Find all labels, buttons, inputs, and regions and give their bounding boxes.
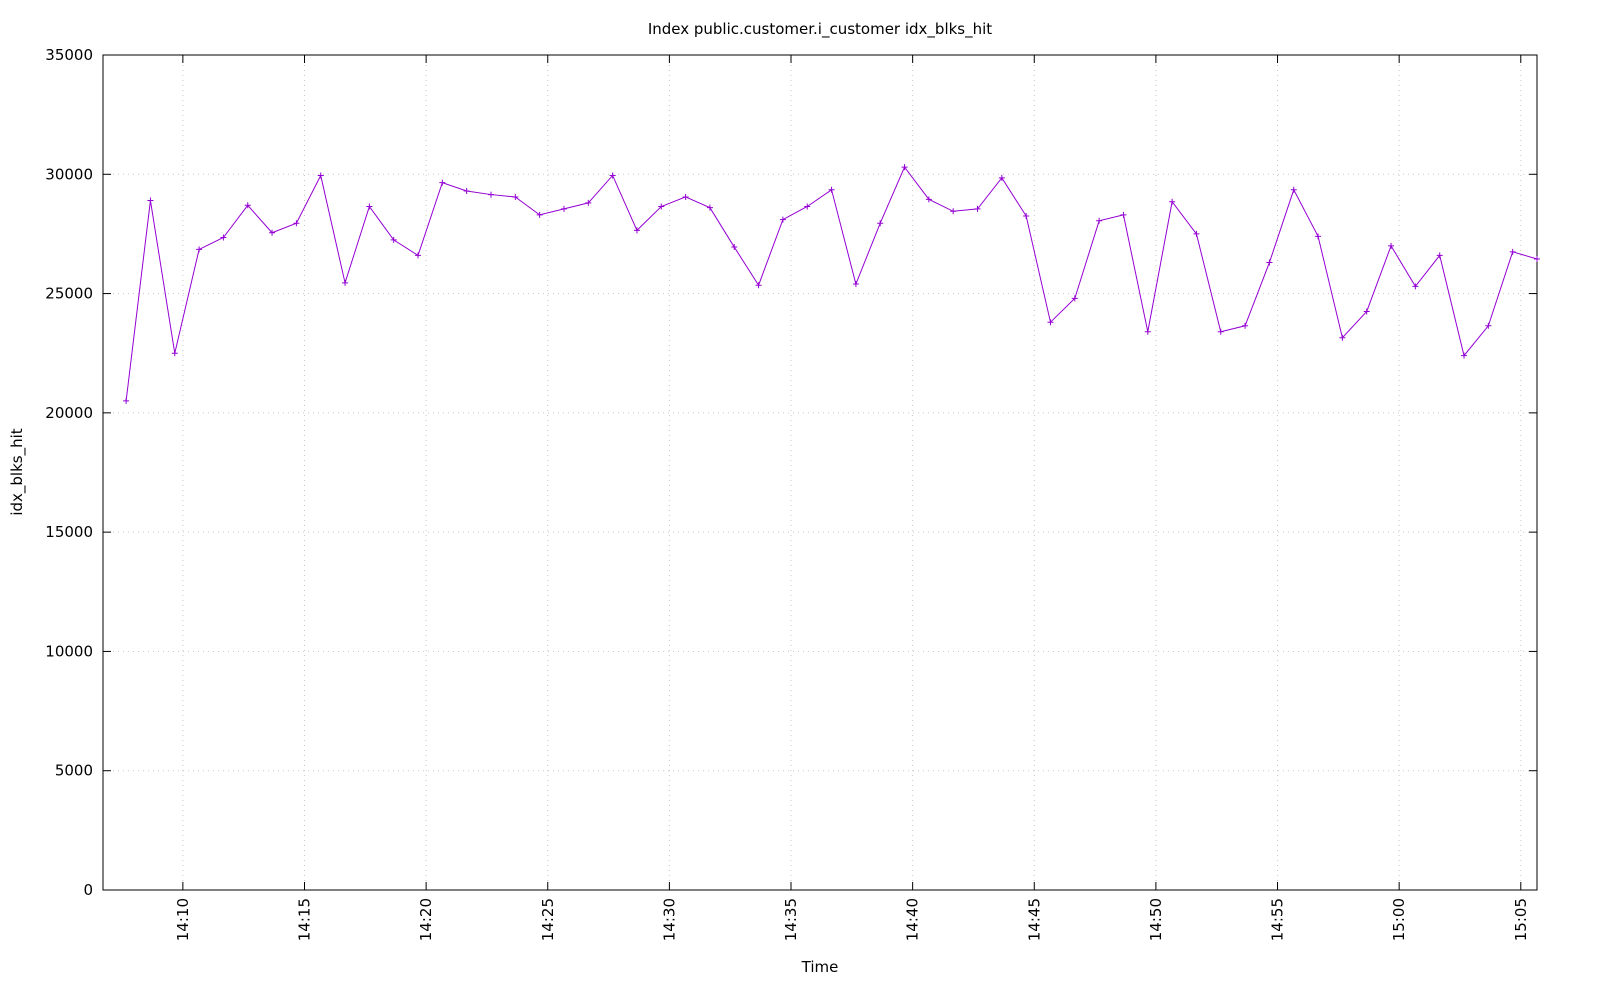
y-tick-label: 20000 (45, 404, 93, 422)
point-marker (1509, 248, 1516, 255)
y-tick-label: 0 (83, 881, 93, 899)
point-marker (1363, 308, 1370, 315)
point-marker (342, 279, 349, 286)
chart-title: Index public.customer.i_customer idx_blk… (648, 20, 992, 39)
point-marker (779, 216, 786, 223)
point-marker (1339, 334, 1346, 341)
x-tick-label: 15:05 (1512, 898, 1530, 941)
point-marker (1047, 319, 1054, 326)
point-marker (1534, 255, 1540, 262)
y-tick-label: 25000 (45, 285, 93, 303)
point-marker (1266, 259, 1273, 266)
y-tick-label: 35000 (45, 46, 93, 64)
x-tick-label: 14:15 (295, 898, 313, 941)
x-tick-label: 14:50 (1147, 898, 1165, 941)
point-marker (682, 193, 689, 200)
point-marker (609, 172, 616, 179)
x-tick-label: 14:40 (904, 898, 922, 941)
point-marker (1436, 252, 1443, 259)
point-marker (171, 350, 178, 357)
point-marker (220, 234, 227, 241)
point-marker (828, 186, 835, 193)
x-tick-label: 14:35 (782, 898, 800, 941)
point-marker (950, 208, 957, 215)
point-marker (366, 203, 373, 210)
point-marker (390, 236, 397, 243)
point-marker (1485, 322, 1492, 329)
point-marker (1290, 186, 1297, 193)
y-axis-label: idx_blks_hit (8, 428, 27, 515)
point-marker (1461, 352, 1468, 359)
series-line (125, 166, 1538, 401)
point-marker (755, 282, 762, 289)
y-tick-label: 15000 (45, 523, 93, 541)
y-tick-label: 30000 (45, 165, 93, 183)
x-tick-label: 14:45 (1025, 898, 1043, 941)
point-marker (1217, 328, 1224, 335)
x-tick-label: 14:30 (660, 898, 678, 941)
x-tick-label: 14:55 (1269, 898, 1287, 941)
point-marker (123, 397, 130, 404)
x-tick-label: 14:25 (539, 898, 557, 941)
point-marker (804, 203, 811, 210)
point-marker (487, 191, 494, 198)
point-marker (925, 196, 932, 203)
point-marker (1388, 242, 1395, 249)
x-axis-label: Time (801, 958, 839, 976)
point-marker (512, 193, 519, 200)
point-marker (998, 174, 1005, 181)
point-marker (1023, 213, 1030, 220)
point-marker (317, 172, 324, 179)
point-marker (731, 244, 738, 251)
x-tick-label: 15:00 (1390, 898, 1408, 941)
point-marker (1096, 217, 1103, 224)
point-marker (269, 229, 276, 236)
point-marker (633, 227, 640, 234)
y-tick-label: 5000 (55, 762, 93, 780)
point-marker (196, 246, 203, 253)
point-marker (439, 179, 446, 186)
plot-frame (102, 54, 1538, 891)
point-marker (706, 204, 713, 211)
point-marker (1315, 233, 1322, 240)
point-marker (852, 281, 859, 288)
point-marker (560, 205, 567, 212)
point-marker (1120, 211, 1127, 218)
point-marker (1169, 198, 1176, 205)
point-marker (1144, 328, 1151, 335)
point-marker (1242, 322, 1249, 329)
point-marker (974, 205, 981, 212)
point-marker (901, 164, 908, 171)
x-tick-label: 14:20 (417, 898, 435, 941)
point-marker (658, 203, 665, 210)
point-marker (585, 199, 592, 206)
point-marker (244, 202, 251, 209)
point-marker (1412, 283, 1419, 290)
point-marker (147, 197, 154, 204)
point-marker (1193, 230, 1200, 237)
x-tick-label: 14:10 (174, 898, 192, 941)
point-marker (877, 220, 884, 227)
point-marker (463, 187, 470, 194)
point-marker (1071, 295, 1078, 302)
point-marker (293, 220, 300, 227)
point-marker (536, 211, 543, 218)
y-tick-label: 10000 (45, 642, 93, 660)
point-marker (415, 252, 422, 259)
